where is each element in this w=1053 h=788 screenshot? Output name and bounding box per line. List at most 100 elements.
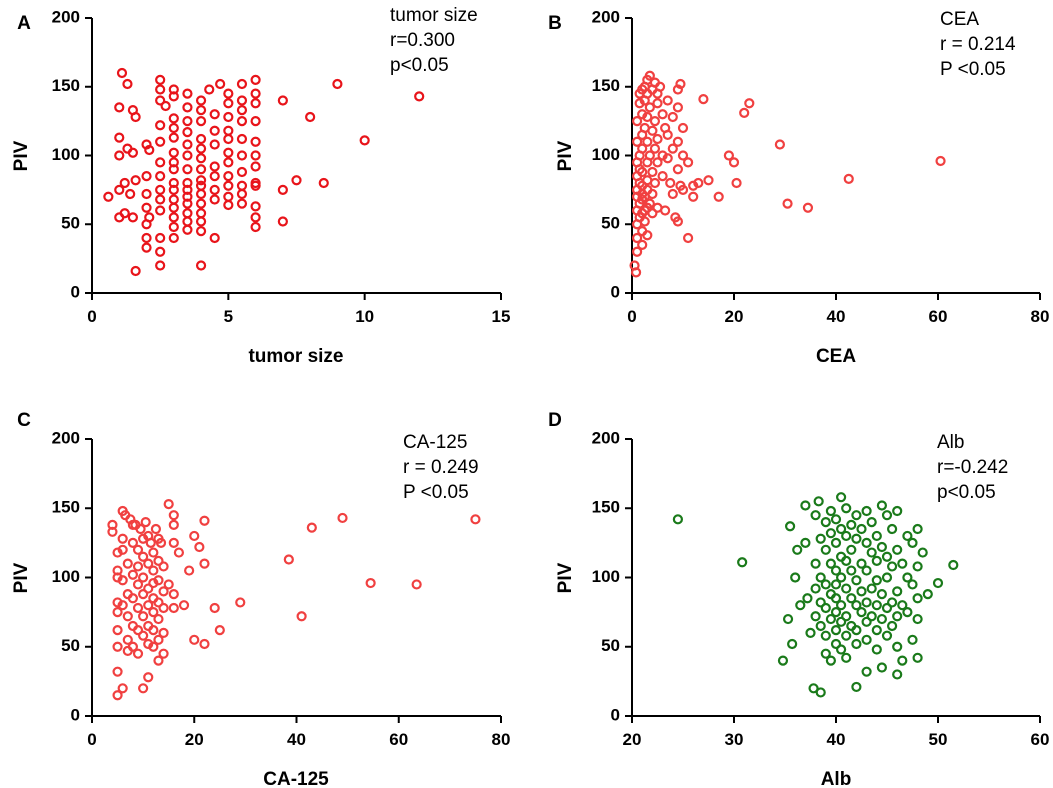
data-point xyxy=(846,544,857,555)
data-point xyxy=(125,188,136,200)
data-point xyxy=(841,652,852,663)
data-point xyxy=(907,537,918,548)
y-axis-label: PIV xyxy=(11,140,32,171)
data-point xyxy=(825,528,837,539)
data-point xyxy=(148,641,159,652)
data-point xyxy=(907,634,918,645)
data-point xyxy=(195,198,207,209)
data-point xyxy=(160,100,171,112)
data-point xyxy=(141,202,152,213)
data-point xyxy=(148,625,159,636)
data-point xyxy=(876,541,888,553)
data-point xyxy=(647,208,658,219)
data-point xyxy=(209,139,220,150)
data-point xyxy=(902,572,913,583)
data-point xyxy=(130,111,141,123)
data-point xyxy=(359,135,370,146)
data-point xyxy=(182,198,193,209)
data-point xyxy=(737,557,748,568)
data-point xyxy=(470,514,481,525)
data-point xyxy=(871,625,882,636)
data-point xyxy=(654,81,666,92)
x-tick-label: 80 xyxy=(1031,307,1050,326)
data-point xyxy=(168,602,179,614)
data-point xyxy=(209,184,220,195)
data-point xyxy=(223,111,234,123)
data-point xyxy=(932,577,944,589)
data-point xyxy=(127,641,138,652)
data-point xyxy=(886,561,898,572)
data-point xyxy=(114,184,125,195)
data-point xyxy=(856,607,867,618)
data-point xyxy=(168,164,179,175)
data-point xyxy=(713,191,724,202)
data-point xyxy=(912,652,923,663)
data-point xyxy=(820,516,831,528)
data-point xyxy=(148,547,159,558)
data-point xyxy=(235,597,246,608)
data-point xyxy=(194,541,205,553)
data-point xyxy=(223,147,234,158)
data-point xyxy=(122,634,133,645)
panel-label: A xyxy=(17,13,31,34)
y-tick-label: 150 xyxy=(52,498,80,517)
stat-annotation-line: P <0.05 xyxy=(940,59,1006,80)
data-point xyxy=(830,579,842,590)
data-point xyxy=(155,205,166,216)
data-point xyxy=(634,98,645,109)
data-point xyxy=(155,184,166,195)
data-point xyxy=(306,522,317,533)
data-point xyxy=(250,180,261,191)
x-tick-label: 60 xyxy=(1031,730,1050,749)
data-point xyxy=(145,537,156,548)
data-point xyxy=(223,133,234,145)
data-point xyxy=(112,607,123,618)
data-point xyxy=(125,514,136,525)
data-point xyxy=(866,547,877,558)
data-point xyxy=(728,157,740,168)
data-point xyxy=(841,555,852,566)
data-point xyxy=(672,164,684,175)
data-point xyxy=(132,544,144,555)
data-point xyxy=(649,177,661,189)
data-point xyxy=(209,109,220,120)
data-point xyxy=(153,655,164,666)
data-point xyxy=(835,616,847,627)
data-point xyxy=(861,634,872,645)
data-point xyxy=(236,188,248,200)
data-point xyxy=(662,129,673,140)
data-point xyxy=(132,625,144,636)
data-point xyxy=(236,150,248,161)
data-point xyxy=(657,171,668,182)
y-tick-label: 0 xyxy=(71,705,80,724)
data-point xyxy=(195,133,207,145)
data-point xyxy=(784,521,796,532)
data-point xyxy=(112,625,123,636)
stat-annotation-line: r=-0.242 xyxy=(937,457,1008,478)
data-point xyxy=(195,180,207,191)
data-point xyxy=(830,593,842,604)
data-point xyxy=(688,191,699,202)
data-point xyxy=(155,84,166,95)
y-tick-label: 200 xyxy=(592,7,620,26)
y-tick-label: 200 xyxy=(52,428,80,447)
data-point xyxy=(141,232,152,244)
data-point xyxy=(856,523,867,535)
data-point xyxy=(912,613,923,625)
data-point xyxy=(141,188,152,200)
data-point xyxy=(657,109,668,120)
data-point xyxy=(155,537,167,548)
data-point xyxy=(644,198,655,209)
data-point xyxy=(782,198,793,209)
data-point xyxy=(168,519,179,530)
data-point xyxy=(250,221,261,233)
data-point xyxy=(810,583,821,594)
data-point xyxy=(189,634,200,645)
data-point xyxy=(662,153,673,164)
data-point xyxy=(209,194,220,205)
data-point xyxy=(802,593,813,604)
scatter-points xyxy=(629,70,946,278)
data-point xyxy=(630,267,642,278)
data-point xyxy=(168,177,179,189)
data-point xyxy=(195,116,207,127)
